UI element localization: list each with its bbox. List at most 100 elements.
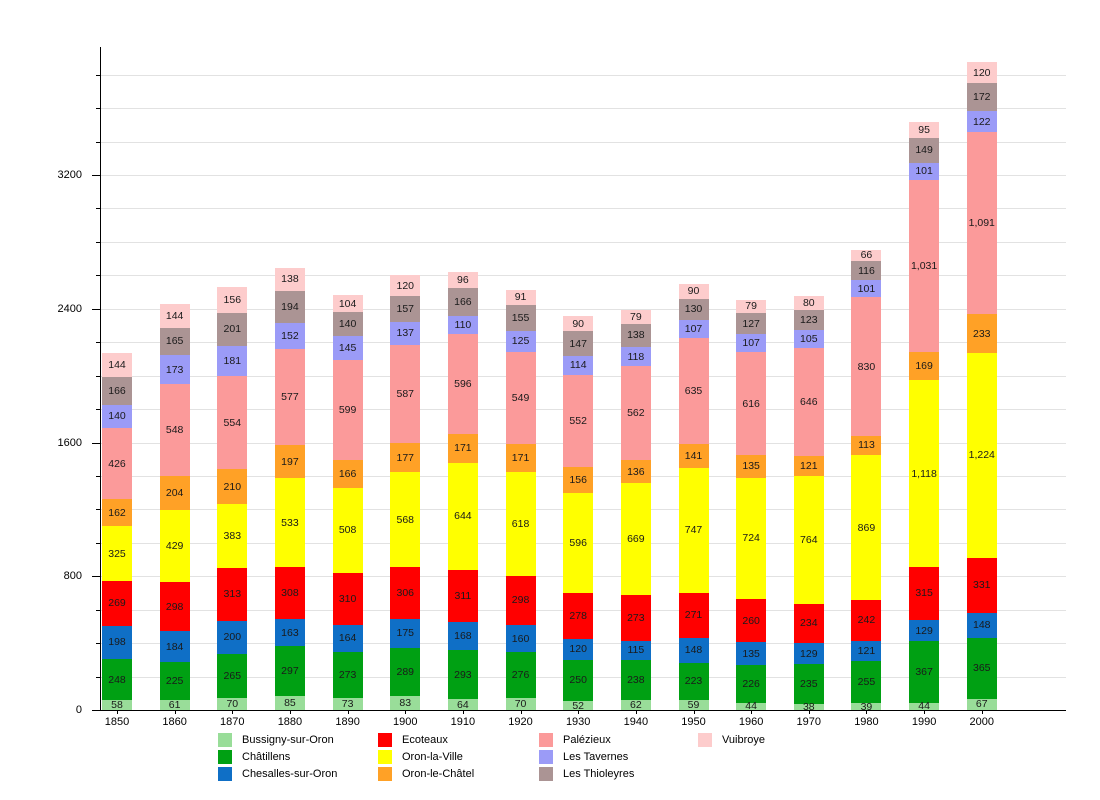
- segment-value-label: 599: [338, 404, 357, 417]
- bar-segment: [563, 355, 594, 375]
- bar-segment: [332, 460, 363, 488]
- segment-value-label: 238: [627, 673, 645, 686]
- segment-value-label: 306: [396, 586, 415, 599]
- bar-segment: [159, 355, 190, 385]
- segment-value-label: 200: [223, 631, 242, 644]
- segment-value-label: 310: [338, 592, 357, 605]
- bar-segment: [736, 455, 767, 478]
- segment-value-label: 293: [454, 668, 472, 681]
- bar-segment: [563, 467, 594, 494]
- bar-segment: [447, 462, 478, 571]
- segment-value-label: 130: [684, 303, 703, 316]
- bar-segment: [390, 647, 421, 697]
- segment-value-label: 165: [165, 335, 184, 348]
- bar-segment: [102, 580, 132, 626]
- y-major-tick: [92, 442, 100, 444]
- segment-value-label: 278: [569, 610, 587, 623]
- bar-segment: [620, 310, 651, 324]
- bar-segment: [217, 376, 248, 470]
- segment-value-label: 235: [800, 678, 818, 690]
- bar-segment: [332, 487, 363, 573]
- segment-value-label: 118: [627, 350, 645, 363]
- x-axis-tick-label: 1980: [854, 716, 879, 728]
- bar-segment: [793, 309, 824, 331]
- y-minor-tick: [96, 108, 100, 110]
- segment-value-label: 155: [511, 312, 530, 325]
- segment-value-label: 160: [511, 632, 530, 645]
- bar-segment: [966, 82, 997, 112]
- y-minor-tick: [96, 74, 100, 76]
- segment-value-label: 201: [223, 323, 242, 336]
- legend-series-label: Les Thioleyres: [563, 768, 635, 780]
- segment-value-label: 44: [745, 700, 757, 713]
- x-axis-tick-label: 1970: [796, 716, 822, 728]
- segment-value-label: 234: [800, 617, 818, 630]
- segment-value-label: 562: [627, 407, 645, 420]
- bar-segment: [620, 594, 651, 641]
- bar-segment: [447, 622, 478, 651]
- segment-value-label: 62: [630, 698, 642, 711]
- bar-segment: [563, 316, 594, 332]
- y-minor-tick: [96, 208, 100, 210]
- bar-segment: [159, 303, 190, 328]
- segment-value-label: 764: [800, 533, 818, 546]
- bar-segment: [102, 658, 132, 701]
- bar-segment: [217, 504, 248, 569]
- legend-series-label: Vuibroye: [722, 734, 766, 746]
- bar-segment: [620, 640, 651, 660]
- bar-segment: [102, 526, 132, 581]
- segment-value-label: 508: [338, 524, 357, 537]
- segment-value-label: 175: [396, 627, 415, 640]
- segment-value-label: 39: [860, 700, 873, 713]
- segment-value-label: 104: [338, 297, 357, 310]
- bar-segment: [620, 699, 651, 710]
- segment-value-label: 148: [972, 619, 991, 632]
- bar-segment: [966, 131, 997, 315]
- bar-segment: [736, 477, 767, 599]
- bar-segment: [217, 620, 248, 654]
- segment-value-label: 107: [684, 323, 703, 336]
- bar-segment: [217, 312, 248, 347]
- legend-color-swatch: [378, 750, 392, 764]
- gridline: [101, 74, 1066, 76]
- bar-segment: [851, 454, 882, 601]
- bar-segment: [851, 435, 882, 455]
- segment-value-label: 273: [338, 668, 357, 681]
- x-tick: [462, 710, 464, 714]
- bar-segment: [102, 404, 132, 429]
- bar-segment: [102, 625, 132, 659]
- segment-value-label: 152: [281, 330, 299, 343]
- bar-segment: [274, 267, 305, 292]
- segment-value-label: 67: [975, 698, 988, 711]
- x-tick: [405, 710, 407, 714]
- segment-value-label: 226: [742, 677, 760, 690]
- segment-value-label: 79: [745, 300, 757, 313]
- segment-value-label: 367: [915, 665, 933, 678]
- segment-value-label: 271: [684, 609, 703, 622]
- bar-segment: [159, 327, 190, 356]
- x-axis-tick-label: 1900: [393, 716, 418, 728]
- x-tick: [578, 710, 580, 714]
- bar-segment: [736, 598, 767, 643]
- gridline: [101, 308, 1066, 310]
- x-axis: [100, 710, 1066, 711]
- y-minor-tick: [96, 375, 100, 377]
- bar-segment: [793, 296, 824, 310]
- segment-value-label: 137: [396, 327, 415, 340]
- segment-value-label: 1,031: [910, 259, 938, 272]
- bar-segment: [332, 624, 363, 653]
- bar-segment: [851, 280, 882, 298]
- bar-segment: [274, 567, 305, 619]
- legend-color-swatch: [539, 733, 553, 747]
- bar-segment: [563, 493, 594, 593]
- x-tick: [635, 710, 637, 714]
- bar-segment: [678, 283, 709, 299]
- segment-value-label: 127: [742, 317, 760, 330]
- y-minor-tick: [96, 509, 100, 511]
- bar-segment: [332, 312, 363, 336]
- segment-value-label: 96: [457, 274, 469, 287]
- x-axis-tick-label: 1920: [508, 716, 533, 728]
- segment-value-label: 58: [111, 699, 123, 712]
- x-tick: [981, 710, 983, 714]
